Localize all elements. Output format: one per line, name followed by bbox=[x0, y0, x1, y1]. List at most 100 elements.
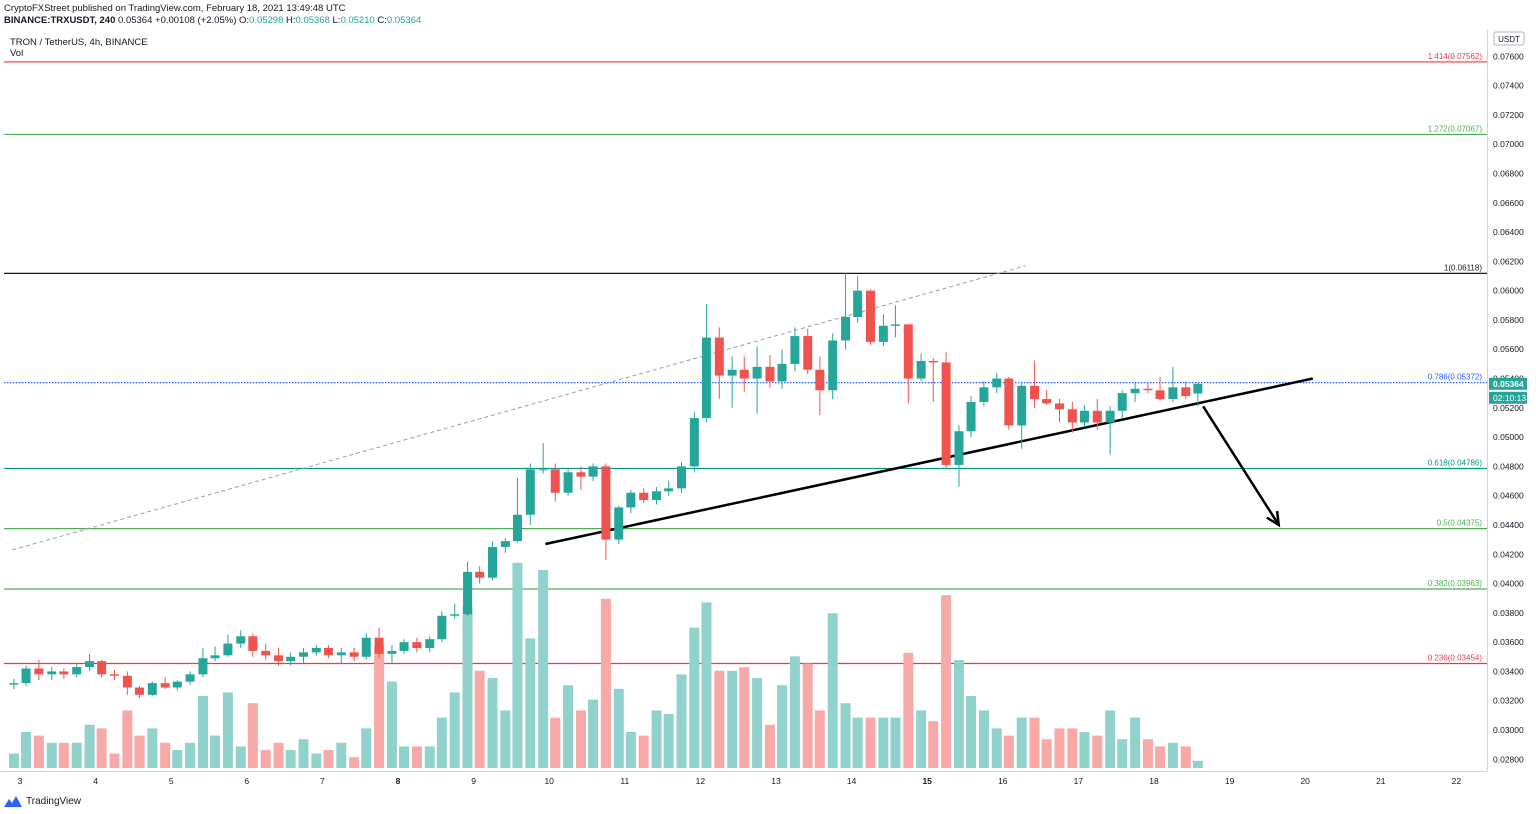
volume-bar bbox=[916, 710, 927, 768]
open-label: O: bbox=[239, 15, 250, 26]
volume-bar bbox=[1079, 732, 1090, 768]
candle-body bbox=[1193, 383, 1203, 394]
candle-body bbox=[248, 636, 258, 651]
volume-bar bbox=[663, 714, 674, 768]
candle-body bbox=[1017, 385, 1027, 426]
volume-bar bbox=[789, 656, 800, 768]
fib-label: 1.272(0.07067) bbox=[1428, 124, 1483, 133]
candle-body bbox=[323, 647, 333, 656]
price-tick-label: 0.05800 bbox=[1493, 315, 1524, 325]
volume-bar bbox=[411, 746, 422, 768]
candle-body bbox=[550, 469, 560, 493]
support-trendline bbox=[545, 377, 1314, 546]
time-tick-label: 19 bbox=[1225, 776, 1235, 786]
series-legend[interactable]: TRON / TetherUS, 4h, BINANCE bbox=[10, 37, 148, 48]
candle-body bbox=[538, 469, 548, 471]
low-value: 0.05210 bbox=[340, 15, 375, 26]
candle-body bbox=[928, 360, 938, 363]
candle-body bbox=[236, 636, 246, 644]
volume-bar bbox=[487, 678, 498, 768]
volume-bar bbox=[613, 688, 624, 768]
volume-bar bbox=[651, 710, 662, 768]
candle-body bbox=[1143, 388, 1153, 391]
volume-bar bbox=[46, 742, 57, 768]
last-price-text: 0.05364 bbox=[118, 15, 153, 26]
volume-bar bbox=[58, 742, 69, 768]
volume-bar bbox=[575, 710, 586, 768]
volume-bar bbox=[260, 750, 271, 768]
time-tick-label: 7 bbox=[320, 776, 325, 786]
volume-bar bbox=[134, 735, 145, 768]
volume-bar bbox=[1117, 739, 1128, 768]
symbol-text: BINANCE:TRXUSDT, 240 bbox=[4, 15, 116, 26]
time-tick-label: 16 bbox=[998, 776, 1008, 786]
volume-bar bbox=[777, 685, 788, 768]
volume-bar bbox=[827, 613, 838, 768]
time-tick-label: 12 bbox=[696, 776, 706, 786]
volume-bar bbox=[752, 678, 763, 768]
volume-bar bbox=[399, 746, 410, 768]
volume-bar bbox=[462, 606, 473, 768]
time-tick-label: 20 bbox=[1300, 776, 1310, 786]
price-tick-label: 0.05200 bbox=[1493, 403, 1524, 413]
volume-bar bbox=[764, 724, 775, 768]
candle-body bbox=[500, 541, 510, 547]
candle-body bbox=[274, 655, 284, 662]
volume-bar bbox=[185, 742, 196, 768]
candle-body bbox=[110, 674, 119, 676]
volume-bar bbox=[941, 595, 952, 768]
candle-body bbox=[1079, 410, 1089, 423]
candle-body bbox=[765, 366, 775, 382]
time-tick-label: 14 bbox=[847, 776, 857, 786]
candle-body bbox=[576, 472, 586, 477]
volume-legend[interactable]: Vol bbox=[10, 48, 24, 59]
price-tick-label: 0.07200 bbox=[1493, 110, 1524, 120]
candle-body bbox=[626, 492, 636, 508]
time-tick-label: 9 bbox=[471, 776, 476, 786]
fib-label: 1.414(0.07562) bbox=[1428, 52, 1483, 61]
volume-bar bbox=[978, 710, 989, 768]
volume-bar bbox=[1029, 717, 1040, 768]
price-tick-label: 0.07000 bbox=[1493, 139, 1524, 149]
time-axis[interactable] bbox=[0, 771, 1487, 792]
volume-bar bbox=[273, 742, 284, 768]
countdown-box bbox=[1489, 391, 1527, 404]
volume-bar bbox=[1142, 739, 1153, 768]
volume-bar bbox=[966, 696, 977, 768]
bearish-arrow-head bbox=[1266, 510, 1281, 528]
price-tick-label: 0.06200 bbox=[1493, 256, 1524, 266]
volume-bar bbox=[739, 667, 750, 768]
candle-body bbox=[374, 637, 384, 654]
candle-body bbox=[903, 324, 913, 379]
price-tick-label: 0.02800 bbox=[1493, 754, 1524, 764]
candle-body bbox=[677, 466, 686, 489]
volume-bar bbox=[71, 742, 82, 768]
volume-bar bbox=[840, 703, 851, 768]
volume-bar bbox=[8, 753, 19, 768]
volume-bar bbox=[538, 570, 549, 768]
candle-body bbox=[1004, 378, 1014, 426]
footer-brand[interactable]: TradingView bbox=[4, 796, 81, 807]
volume-bar bbox=[701, 602, 712, 768]
candle-body bbox=[841, 317, 851, 341]
candle-body bbox=[866, 290, 875, 342]
candle-body bbox=[954, 431, 964, 465]
volume-bar bbox=[323, 750, 334, 768]
time-tick-label: 6 bbox=[244, 776, 249, 786]
candle-body bbox=[349, 652, 359, 657]
high-value: 0.05368 bbox=[295, 15, 330, 26]
time-tick-label: 18 bbox=[1149, 776, 1159, 786]
candle-body bbox=[34, 668, 44, 675]
change-text: +0.00108 (+2.05%) bbox=[155, 15, 237, 26]
time-tick-label: 10 bbox=[544, 776, 554, 786]
currency-label: USDT bbox=[1498, 35, 1520, 44]
volume-bars bbox=[8, 562, 1203, 768]
volume-bar bbox=[1167, 742, 1178, 768]
volume-bar bbox=[1016, 717, 1027, 768]
candle-body bbox=[652, 491, 662, 501]
candle-body bbox=[1030, 385, 1040, 400]
volume-bar bbox=[96, 728, 107, 768]
volume-bar bbox=[33, 735, 44, 768]
price-axis[interactable] bbox=[1487, 30, 1536, 771]
